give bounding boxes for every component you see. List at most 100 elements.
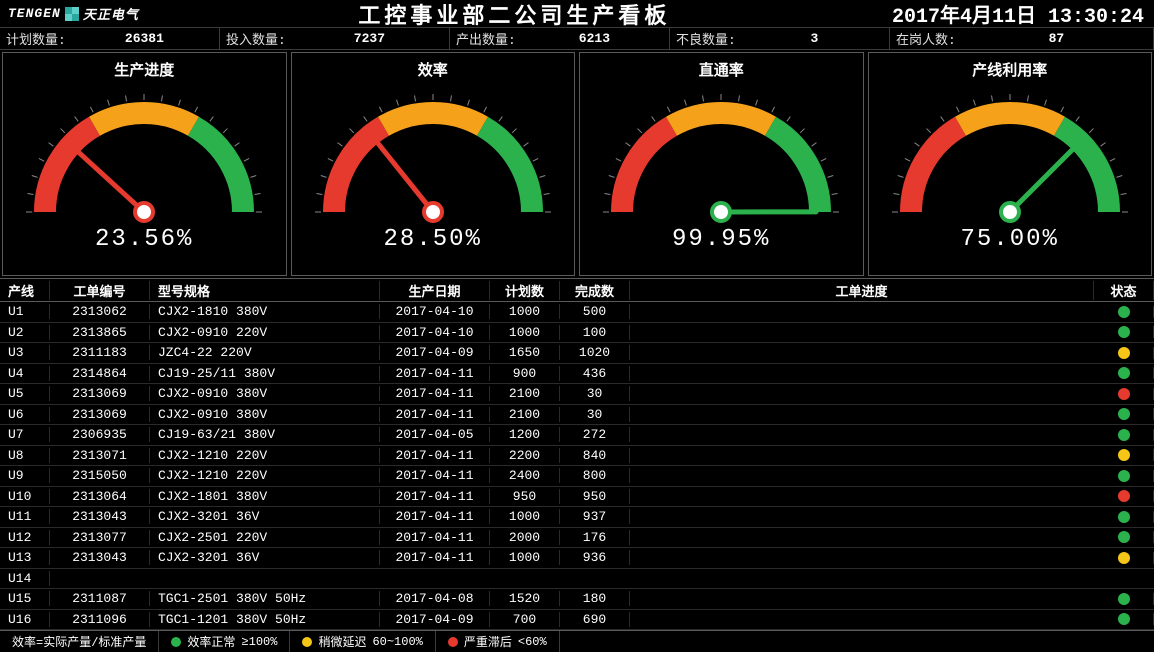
cell-date: 2017-04-08 — [380, 591, 490, 606]
legend-threshold: ≥100% — [241, 635, 277, 649]
status-dot-icon — [1118, 326, 1130, 338]
cell-line: U14 — [0, 571, 50, 586]
stat-item: 投入数量:7237 — [220, 28, 450, 50]
status-dot-icon — [1118, 449, 1130, 461]
cell-done: 500 — [560, 304, 630, 319]
table-row: U5 2313069 CJX2-0910 380V 2017-04-11 210… — [0, 384, 1154, 405]
cell-plan: 1520 — [490, 591, 560, 606]
cell-model: CJX2-0910 380V — [150, 407, 380, 422]
gauge-panel: 生产进度 23.56% — [2, 52, 287, 276]
stat-label: 产出数量: — [456, 29, 516, 48]
cell-plan: 1200 — [490, 427, 560, 442]
cell-date: 2017-04-11 — [380, 468, 490, 483]
status-dot-icon — [1118, 429, 1130, 441]
status-dot-icon — [1118, 593, 1130, 605]
cell-date: 2017-04-10 — [380, 325, 490, 340]
cell-model: TGC1-2501 380V 50Hz — [150, 591, 380, 606]
stat-label: 在岗人数: — [896, 29, 956, 48]
status-dot-icon — [1118, 388, 1130, 400]
stat-value: 7237 — [296, 31, 443, 46]
cell-order: 2313865 — [50, 325, 150, 340]
column-header: 工单编号 — [50, 281, 150, 300]
cell-done: 936 — [560, 550, 630, 565]
legend-dot-icon — [448, 637, 458, 647]
header-bar: TENGEN 天正电气 工控事业部二公司生产看板 2017年4月11日 13:3… — [0, 0, 1154, 28]
cell-status — [1094, 490, 1154, 502]
timestamp: 2017年4月11日 13:30:24 — [882, 0, 1154, 29]
cell-order: 2313077 — [50, 530, 150, 545]
cell-status — [1094, 470, 1154, 482]
brand-cn: 天正电气 — [83, 4, 139, 23]
cell-done: 176 — [560, 530, 630, 545]
column-header: 状态 — [1094, 281, 1154, 300]
column-header: 工单进度 — [630, 281, 1094, 300]
cell-done: 950 — [560, 489, 630, 504]
column-header: 型号规格 — [150, 281, 380, 300]
cell-plan: 1000 — [490, 509, 560, 524]
cell-line: U8 — [0, 448, 50, 463]
cell-model: CJX2-1210 220V — [150, 448, 380, 463]
cell-model: CJ19-63/21 380V — [150, 427, 380, 442]
cell-status — [1094, 531, 1154, 543]
cell-order: 2313062 — [50, 304, 150, 319]
cell-date: 2017-04-11 — [380, 509, 490, 524]
brand-logo: TENGEN 天正电气 — [0, 4, 147, 23]
cell-model: CJX2-3201 36V — [150, 550, 380, 565]
table-row: U14 — [0, 569, 1154, 590]
cell-order: 2311096 — [50, 612, 150, 627]
stat-item: 计划数量:26381 — [0, 28, 220, 50]
cell-plan: 900 — [490, 366, 560, 381]
gauge-title: 效率 — [418, 59, 448, 80]
cell-plan: 1000 — [490, 304, 560, 319]
gauge-value: 28.50% — [384, 226, 482, 253]
cell-order: 2313071 — [50, 448, 150, 463]
cell-done: 690 — [560, 612, 630, 627]
page-title: 工控事业部二公司生产看板 — [147, 0, 882, 30]
table-row: U3 2311183 JZC4-22 220V 2017-04-09 1650 … — [0, 343, 1154, 364]
status-dot-icon — [1118, 511, 1130, 523]
cell-plan: 2100 — [490, 407, 560, 422]
cell-line: U15 — [0, 591, 50, 606]
cell-line: U5 — [0, 386, 50, 401]
stat-item: 不良数量:3 — [670, 28, 890, 50]
cell-date: 2017-04-10 — [380, 304, 490, 319]
cell-status — [1094, 347, 1154, 359]
legend-threshold: <60% — [518, 635, 547, 649]
table-row: U11 2313043 CJX2-3201 36V 2017-04-11 100… — [0, 507, 1154, 528]
cell-order: 2313064 — [50, 489, 150, 504]
cell-model: CJX2-2501 220V — [150, 530, 380, 545]
stat-item: 在岗人数:87 — [890, 28, 1154, 50]
stat-label: 不良数量: — [676, 29, 736, 48]
cell-done: 30 — [560, 407, 630, 422]
cell-model: JZC4-22 220V — [150, 345, 380, 360]
logo-icon — [65, 7, 79, 21]
cell-order: 2313069 — [50, 386, 150, 401]
cell-order: 2313043 — [50, 550, 150, 565]
column-header: 产线 — [0, 281, 50, 300]
cell-line: U7 — [0, 427, 50, 442]
table-row: U9 2315050 CJX2-1210 220V 2017-04-11 240… — [0, 466, 1154, 487]
cell-status — [1094, 593, 1154, 605]
legend-item: 严重滞后 <60% — [436, 631, 560, 652]
cell-date: 2017-04-11 — [380, 386, 490, 401]
brand-en: TENGEN — [8, 6, 61, 21]
cell-order: 2315050 — [50, 468, 150, 483]
cell-date: 2017-04-09 — [380, 612, 490, 627]
cell-order: 2311183 — [50, 345, 150, 360]
table-row: U1 2313062 CJX2-1810 380V 2017-04-10 100… — [0, 302, 1154, 323]
cell-status — [1094, 511, 1154, 523]
table-row: U13 2313043 CJX2-3201 36V 2017-04-11 100… — [0, 548, 1154, 569]
cell-done: 180 — [560, 591, 630, 606]
cell-status — [1094, 367, 1154, 379]
legend-threshold: 60~100% — [372, 635, 422, 649]
cell-line: U1 — [0, 304, 50, 319]
cell-model: CJX2-1801 380V — [150, 489, 380, 504]
stat-item: 产出数量:6213 — [450, 28, 670, 50]
cell-line: U10 — [0, 489, 50, 504]
cell-status — [1094, 429, 1154, 441]
cell-line: U13 — [0, 550, 50, 565]
cell-plan: 950 — [490, 489, 560, 504]
cell-line: U11 — [0, 509, 50, 524]
status-dot-icon — [1118, 470, 1130, 482]
cell-plan: 2200 — [490, 448, 560, 463]
